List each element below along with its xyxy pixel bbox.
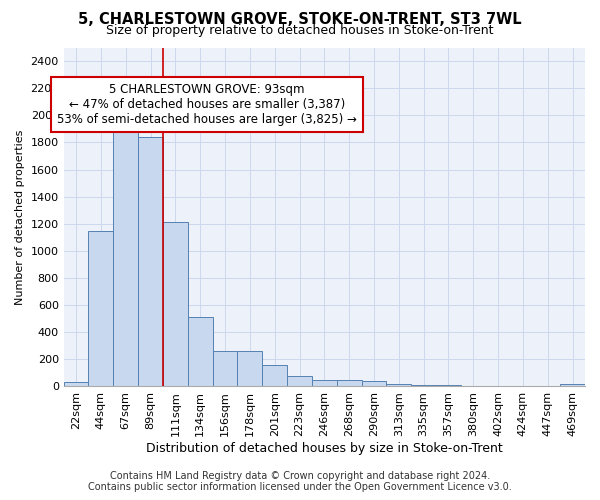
- X-axis label: Distribution of detached houses by size in Stoke-on-Trent: Distribution of detached houses by size …: [146, 442, 503, 455]
- Text: 5 CHARLESTOWN GROVE: 93sqm
← 47% of detached houses are smaller (3,387)
53% of s: 5 CHARLESTOWN GROVE: 93sqm ← 47% of deta…: [57, 83, 357, 126]
- Bar: [238, 350, 262, 386]
- Bar: [337, 380, 362, 386]
- Text: 5, CHARLESTOWN GROVE, STOKE-ON-TRENT, ST3 7WL: 5, CHARLESTOWN GROVE, STOKE-ON-TRENT, ST…: [78, 12, 522, 28]
- Bar: [88, 230, 113, 386]
- Bar: [262, 366, 287, 386]
- Text: Contains HM Land Registry data © Crown copyright and database right 2024.
Contai: Contains HM Land Registry data © Crown c…: [88, 471, 512, 492]
- Bar: [362, 381, 386, 386]
- Bar: [212, 350, 238, 386]
- Bar: [163, 222, 188, 386]
- Bar: [411, 385, 436, 386]
- Bar: [188, 318, 212, 386]
- Bar: [436, 385, 461, 386]
- Text: Size of property relative to detached houses in Stoke-on-Trent: Size of property relative to detached ho…: [106, 24, 494, 37]
- Y-axis label: Number of detached properties: Number of detached properties: [15, 130, 25, 304]
- Bar: [386, 384, 411, 386]
- Bar: [138, 137, 163, 386]
- Bar: [312, 380, 337, 386]
- Bar: [560, 384, 585, 386]
- Bar: [113, 122, 138, 386]
- Bar: [287, 376, 312, 386]
- Bar: [64, 382, 88, 386]
